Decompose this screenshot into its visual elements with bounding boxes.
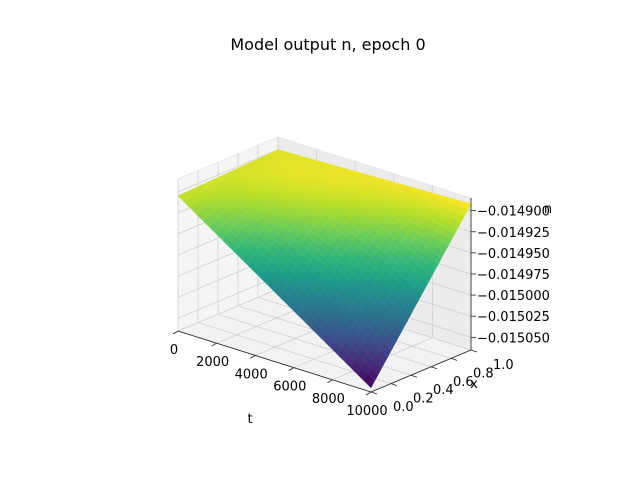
x-axis-label: t [247, 412, 252, 427]
y-tick [470, 349, 478, 353]
x-tick-label: 10000 [346, 404, 387, 419]
z-tick-label: −0.014975 [477, 268, 550, 283]
x-tick-label: 4000 [235, 367, 268, 382]
grid-line [177, 275, 279, 319]
surface-plot [177, 149, 472, 389]
x-tick [327, 379, 333, 384]
x-tick-label: 0 [170, 343, 178, 358]
x-tick [288, 367, 295, 371]
y-tick-label: 0.2 [413, 392, 434, 407]
x-tick [172, 330, 179, 335]
x-tick-label: 2000 [196, 355, 229, 370]
grid-line [177, 149, 279, 193]
y-axis-line [370, 349, 472, 393]
z-tick-label: −0.015050 [477, 331, 550, 346]
y-tick-label: 0.8 [473, 366, 494, 381]
y-tick-label: 0.4 [433, 383, 454, 398]
x-tick [365, 391, 372, 396]
z-axis-label: n [544, 202, 552, 217]
y-tick-label: 0.6 [453, 375, 474, 390]
axes [172, 198, 478, 396]
z-tick-label: −0.014925 [477, 226, 550, 241]
x-tick-label: 8000 [312, 392, 345, 407]
y-tick [370, 391, 378, 395]
x-tick [249, 355, 256, 359]
z-tick-label: −0.014950 [477, 247, 550, 262]
x-axis-line [177, 330, 372, 393]
x-tick-label: 6000 [273, 380, 306, 395]
z-tick-label: −0.015000 [477, 289, 550, 304]
y-tick [430, 366, 438, 370]
y-tick-label: 0.0 [393, 400, 414, 415]
y-tick [410, 374, 418, 378]
z-tick-label: −0.015025 [477, 310, 550, 325]
x-tick [211, 342, 217, 347]
y-tick-label: 1.0 [493, 358, 514, 373]
y-tick [450, 358, 458, 361]
z-tick-label: −0.014900 [477, 205, 550, 220]
grid-line [177, 288, 279, 332]
y-axis-label: x [470, 377, 478, 392]
chart-title: Model output n, epoch 0 [230, 35, 425, 54]
surface-patch [364, 374, 375, 389]
y-tick [390, 383, 398, 386]
